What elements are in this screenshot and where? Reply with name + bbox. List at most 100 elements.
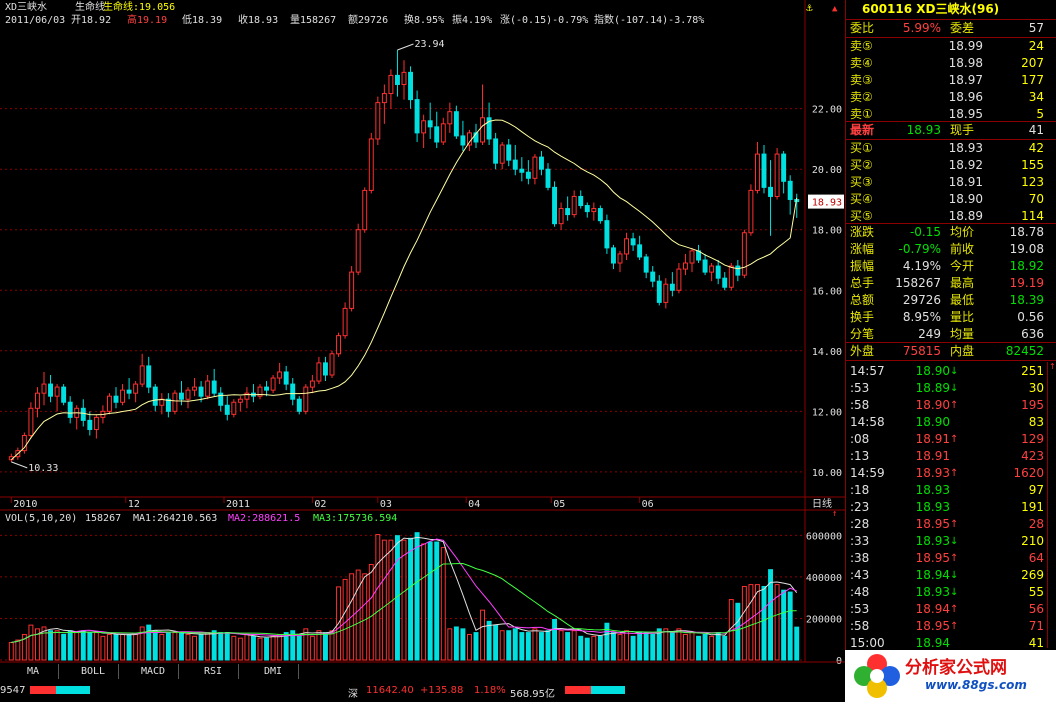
candle-body — [591, 208, 597, 213]
stat-row: 总手 158267 最高 19.19 — [846, 275, 1046, 292]
last-price: 18.93 — [906, 123, 941, 137]
date-axis: 2010 12 2011 02 03 04 05 06 日线 — [10, 497, 832, 510]
tick-arrow-icon: ↑ — [950, 468, 959, 479]
price-grid: 22.00 20.00 18.00 16.00 14.00 12.00 10.00 — [0, 105, 842, 479]
candle-body — [296, 398, 302, 412]
volume-bar — [414, 532, 420, 661]
ask-price: 18.95 — [948, 107, 983, 121]
candle-body — [270, 377, 276, 391]
volume-up-icon[interactable]: ↑ — [832, 509, 837, 519]
volume-bar — [303, 628, 309, 661]
ask-price: 18.99 — [948, 39, 983, 53]
volume-bar — [696, 635, 702, 661]
volume-bar — [139, 626, 145, 661]
volume-bar — [355, 569, 361, 661]
tab-ma[interactable]: MA — [8, 664, 59, 679]
candle-body — [538, 156, 544, 170]
scroll-up-icon[interactable]: ▲ — [832, 4, 838, 14]
tick-volume: 129 — [1021, 432, 1044, 446]
candle-body — [493, 138, 499, 164]
candle-body — [532, 156, 538, 179]
candle-body — [394, 74, 400, 85]
volume-bar — [146, 624, 152, 661]
candle-body — [427, 120, 433, 128]
stat-value-2: 0.56 — [1017, 310, 1044, 324]
candle-body — [781, 153, 787, 182]
logo-url[interactable]: www.88gs.com — [925, 678, 1027, 692]
stat-label: 涨跌 — [850, 225, 875, 239]
stat-value: 29726 — [902, 293, 941, 307]
tick-time: :53 — [850, 381, 870, 395]
status-bar-cyan — [56, 686, 90, 694]
quote-sep-2 — [846, 37, 1056, 38]
candle-body — [80, 407, 86, 421]
candle-body — [48, 383, 54, 397]
stat-row: 涨跌 -0.15 均价 18.78 — [846, 224, 1046, 241]
tick-time: 15:00 — [850, 636, 885, 650]
tick-row: 15:00 18.94 41 — [846, 635, 1046, 652]
candle-body — [506, 144, 512, 161]
status-bar-red-2 — [565, 686, 591, 694]
tick-price: 18.94 — [915, 568, 950, 582]
tick-time: 14:58 — [850, 415, 885, 429]
volume-bar — [506, 630, 512, 661]
bid-label: 买② — [850, 158, 873, 172]
volume-bar — [21, 633, 27, 661]
candle-body — [93, 416, 99, 430]
volume-bar — [224, 632, 230, 661]
tick-volume: 55 — [1028, 585, 1044, 599]
volume-bar — [205, 632, 211, 661]
candle-body — [663, 283, 669, 303]
candle-body — [54, 386, 60, 397]
candle-body — [552, 186, 558, 225]
low-price-label: 10.33 — [28, 463, 58, 474]
scroll-up-arrow-icon[interactable]: ↑ — [1049, 362, 1056, 371]
candle-body — [355, 229, 361, 273]
candle-body — [754, 153, 760, 191]
tick-time: :08 — [850, 432, 870, 446]
tab-dmi[interactable]: DMI — [248, 664, 299, 679]
volume-bar — [218, 632, 224, 661]
ask-volume: 24 — [1028, 39, 1044, 53]
volume-bar — [172, 632, 178, 661]
stat-row: 换手 8.95% 量比 0.56 — [846, 309, 1046, 326]
volume-bar — [152, 630, 158, 661]
candle-body — [152, 386, 158, 406]
tab-boll[interactable]: BOLL — [68, 664, 119, 679]
volume-bar — [362, 573, 368, 661]
quote-sep-1 — [846, 19, 1056, 20]
stat-value-2: 18.78 — [1009, 225, 1044, 239]
tick-volume: 56 — [1028, 602, 1044, 616]
candle-body — [650, 271, 656, 282]
candle-body — [231, 401, 237, 415]
volume-bar — [244, 633, 250, 661]
chart-area[interactable]: XD三峡水 生命线 生命线:19.056 2011/06/03 开18.92 高… — [0, 0, 845, 682]
candle-body — [421, 120, 427, 134]
candle-body — [87, 419, 93, 430]
candle-body — [741, 232, 747, 276]
ask-price: 18.96 — [948, 90, 983, 104]
amplitude-label: 振4.19% — [452, 13, 492, 26]
candle-body — [460, 135, 466, 146]
tick-row: :43 18.94 ↓ 269 — [846, 567, 1046, 584]
ask-row: 卖③ 18.97 177 — [846, 72, 1046, 89]
stat-label-2: 均价 — [950, 225, 975, 239]
stat-row: 涨幅 -0.79% 前收 19.08 — [846, 241, 1046, 258]
volume-bar — [493, 624, 499, 661]
candle-body — [447, 111, 453, 125]
volume-bar — [480, 609, 486, 661]
high-pointer — [397, 43, 414, 51]
tick-time: :38 — [850, 551, 870, 565]
anchor-icon[interactable]: ⚓ — [805, 1, 813, 14]
tick-price: 18.93 — [915, 534, 950, 548]
tab-rsi[interactable]: RSI — [188, 664, 239, 679]
quote-sep-3 — [846, 121, 1056, 122]
bid-price: 18.89 — [948, 209, 983, 223]
inner-label: 内盘 — [950, 344, 975, 358]
tick-scrollbar[interactable]: ↑ — [1047, 362, 1056, 648]
tab-macd[interactable]: MACD — [128, 664, 179, 679]
tick-time: :33 — [850, 534, 870, 548]
tick-price: 18.93 — [915, 483, 950, 497]
tick-arrow-icon: ↓ — [950, 536, 959, 547]
